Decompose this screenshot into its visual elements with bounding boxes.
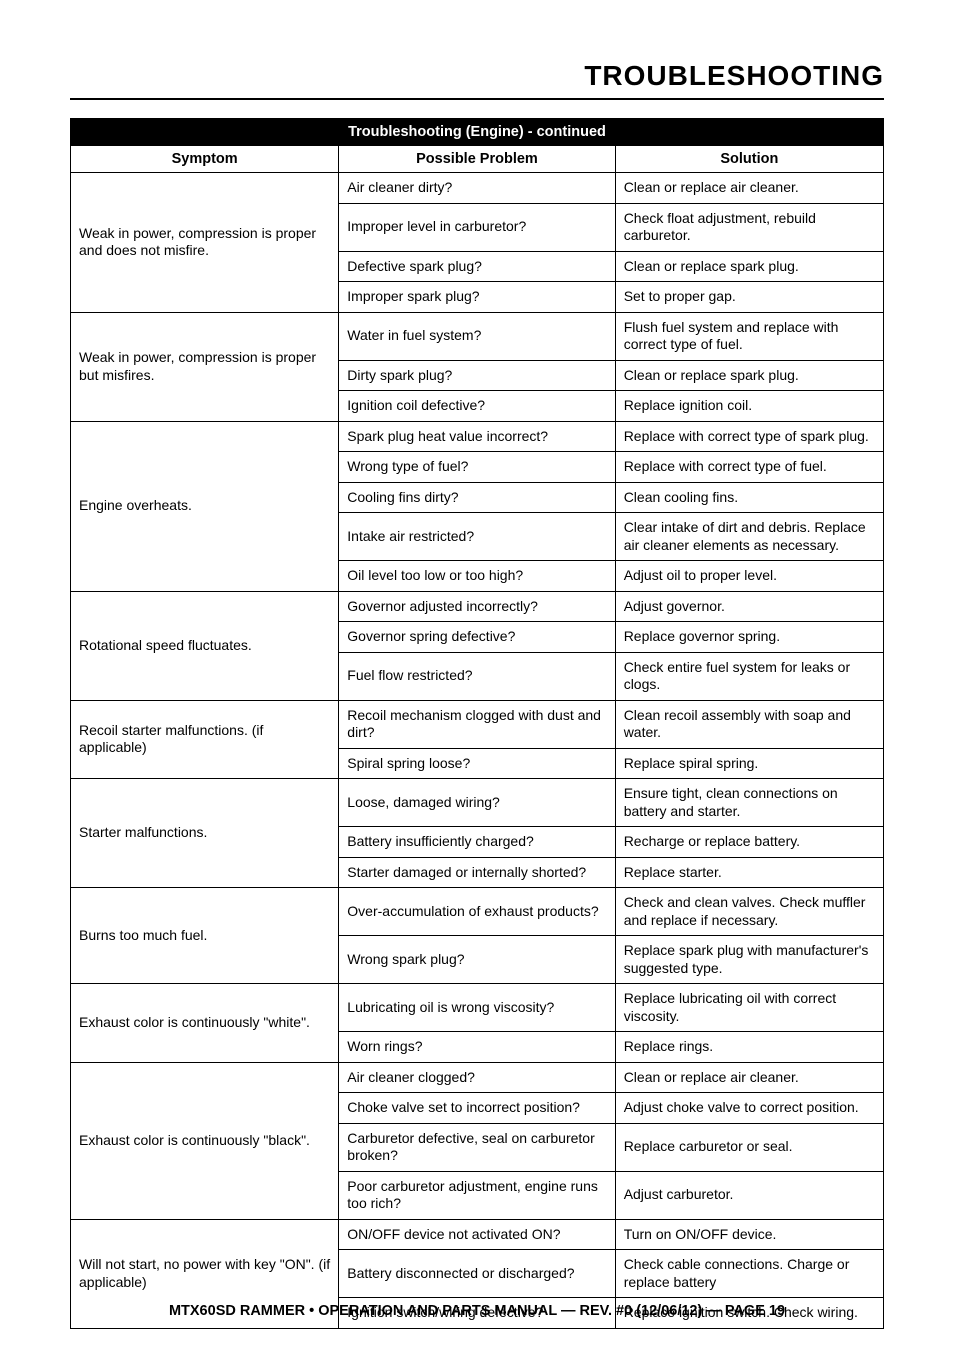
symptom-cell: Engine overheats. — [71, 421, 339, 591]
problem-cell: Fuel flow restricted? — [339, 652, 615, 700]
table-row: Starter malfunctions.Loose, damaged wiri… — [71, 779, 884, 827]
problem-cell: Choke valve set to incorrect position? — [339, 1093, 615, 1124]
table-body: Weak in power, compression is proper and… — [71, 173, 884, 1329]
problem-cell: Loose, damaged wiring? — [339, 779, 615, 827]
problem-cell: Defective spark plug? — [339, 251, 615, 282]
problem-cell: Improper level in carburetor? — [339, 203, 615, 251]
problem-cell: Carburetor defective, seal on carburetor… — [339, 1123, 615, 1171]
problem-cell: Governor adjusted incorrectly? — [339, 591, 615, 622]
symptom-cell: Exhaust color is continuously "black". — [71, 1062, 339, 1219]
solution-cell: Replace spark plug with manufacturer's s… — [615, 936, 883, 984]
solution-cell: Ensure tight, clean connections on batte… — [615, 779, 883, 827]
solution-cell: Replace spiral spring. — [615, 748, 883, 779]
symptom-cell: Rotational speed fluctuates. — [71, 591, 339, 700]
problem-cell: Battery disconnected or discharged? — [339, 1250, 615, 1298]
symptom-cell: Starter malfunctions. — [71, 779, 339, 888]
problem-cell: Governor spring defective? — [339, 622, 615, 653]
table-row: Recoil starter malfunctions. (if applica… — [71, 700, 884, 748]
solution-cell: Replace carburetor or seal. — [615, 1123, 883, 1171]
solution-cell: Clean or replace spark plug. — [615, 360, 883, 391]
problem-cell: Cooling fins dirty? — [339, 482, 615, 513]
col-header-solution: Solution — [615, 146, 883, 173]
solution-cell: Adjust carburetor. — [615, 1171, 883, 1219]
table-caption: Troubleshooting (Engine) - continued — [71, 119, 884, 146]
col-header-problem: Possible Problem — [339, 146, 615, 173]
table-row: Burns too much fuel.Over-accumulation of… — [71, 888, 884, 936]
solution-cell: Replace with correct type of fuel. — [615, 452, 883, 483]
solution-cell: Check and clean valves. Check muffler an… — [615, 888, 883, 936]
problem-cell: Ignition coil defective? — [339, 391, 615, 422]
solution-cell: Adjust choke valve to correct position. — [615, 1093, 883, 1124]
table-row: Weak in power, compression is proper and… — [71, 173, 884, 204]
page-title: TROUBLESHOOTING — [70, 60, 884, 100]
solution-cell: Adjust governor. — [615, 591, 883, 622]
problem-cell: Starter damaged or internally shorted? — [339, 857, 615, 888]
problem-cell: Wrong type of fuel? — [339, 452, 615, 483]
problem-cell: Dirty spark plug? — [339, 360, 615, 391]
solution-cell: Replace rings. — [615, 1032, 883, 1063]
solution-cell: Clean cooling fins. — [615, 482, 883, 513]
problem-cell: ON/OFF device not activated ON? — [339, 1219, 615, 1250]
problem-cell: Lubricating oil is wrong viscosity? — [339, 984, 615, 1032]
problem-cell: Poor carburetor adjustment, engine runs … — [339, 1171, 615, 1219]
symptom-cell: Recoil starter malfunctions. (if applica… — [71, 700, 339, 779]
problem-cell: Wrong spark plug? — [339, 936, 615, 984]
solution-cell: Clean or replace air cleaner. — [615, 1062, 883, 1093]
table-row: Will not start, no power with key "ON". … — [71, 1219, 884, 1250]
symptom-cell: Weak in power, compression is proper but… — [71, 312, 339, 421]
problem-cell: Air cleaner dirty? — [339, 173, 615, 204]
page-footer: MTX60SD RAMMER • OPERATION AND PARTS MAN… — [0, 1303, 954, 1319]
problem-cell: Worn rings? — [339, 1032, 615, 1063]
problem-cell: Oil level too low or too high? — [339, 561, 615, 592]
symptom-cell: Weak in power, compression is proper and… — [71, 173, 339, 313]
solution-cell: Turn on ON/OFF device. — [615, 1219, 883, 1250]
solution-cell: Recharge or replace battery. — [615, 827, 883, 858]
solution-cell: Check float adjustment, rebuild carburet… — [615, 203, 883, 251]
solution-cell: Set to proper gap. — [615, 282, 883, 313]
problem-cell: Battery insufficiently charged? — [339, 827, 615, 858]
problem-cell: Spark plug heat value incorrect? — [339, 421, 615, 452]
solution-cell: Check cable connections. Charge or repla… — [615, 1250, 883, 1298]
symptom-cell: Exhaust color is continuously "white". — [71, 984, 339, 1063]
troubleshooting-table: Troubleshooting (Engine) - continued Sym… — [70, 118, 884, 1329]
document-page: TROUBLESHOOTING Troubleshooting (Engine)… — [0, 0, 954, 1369]
solution-cell: Check entire fuel system for leaks or cl… — [615, 652, 883, 700]
col-header-symptom: Symptom — [71, 146, 339, 173]
problem-cell: Spiral spring loose? — [339, 748, 615, 779]
solution-cell: Replace governor spring. — [615, 622, 883, 653]
solution-cell: Replace starter. — [615, 857, 883, 888]
solution-cell: Replace lubricating oil with correct vis… — [615, 984, 883, 1032]
problem-cell: Air cleaner clogged? — [339, 1062, 615, 1093]
solution-cell: Replace ignition coil. — [615, 391, 883, 422]
table-row: Exhaust color is continuously "white".Lu… — [71, 984, 884, 1032]
table-row: Engine overheats.Spark plug heat value i… — [71, 421, 884, 452]
solution-cell: Replace with correct type of spark plug. — [615, 421, 883, 452]
problem-cell: Over-accumulation of exhaust products? — [339, 888, 615, 936]
table-row: Exhaust color is continuously "black".Ai… — [71, 1062, 884, 1093]
solution-cell: Flush fuel system and replace with corre… — [615, 312, 883, 360]
solution-cell: Clean or replace spark plug. — [615, 251, 883, 282]
problem-cell: Improper spark plug? — [339, 282, 615, 313]
table-row: Rotational speed fluctuates.Governor adj… — [71, 591, 884, 622]
solution-cell: Clean or replace air cleaner. — [615, 173, 883, 204]
problem-cell: Recoil mechanism clogged with dust and d… — [339, 700, 615, 748]
symptom-cell: Burns too much fuel. — [71, 888, 339, 984]
solution-cell: Adjust oil to proper level. — [615, 561, 883, 592]
table-caption-row: Troubleshooting (Engine) - continued — [71, 119, 884, 146]
table-row: Weak in power, compression is proper but… — [71, 312, 884, 360]
table-header-row: Symptom Possible Problem Solution — [71, 146, 884, 173]
solution-cell: Clear intake of dirt and debris. Replace… — [615, 513, 883, 561]
solution-cell: Clean recoil assembly with soap and wate… — [615, 700, 883, 748]
problem-cell: Intake air restricted? — [339, 513, 615, 561]
problem-cell: Water in fuel system? — [339, 312, 615, 360]
